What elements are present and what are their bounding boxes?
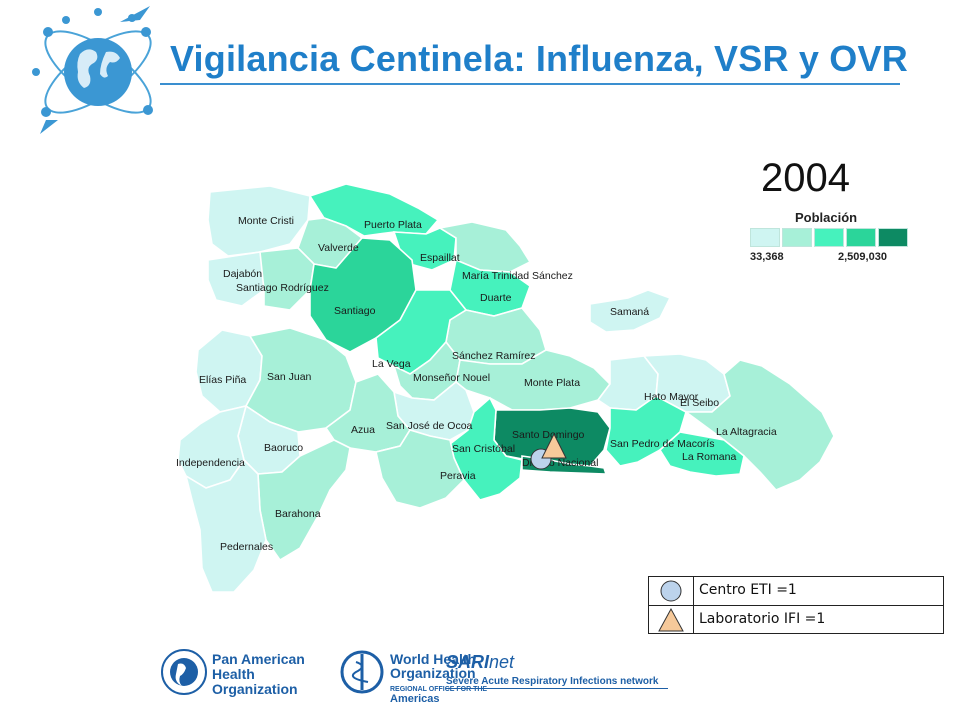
site-legend: Centro ETI =1 Laboratorio IFI =1	[648, 576, 944, 634]
triangle-icon	[658, 607, 684, 632]
who-emblem-icon	[340, 650, 384, 694]
site-legend-ifi-label: Laboratorio IFI =1	[699, 611, 826, 627]
province-label-santo-domingo: Santo Domingo	[512, 429, 585, 441]
province-label-el-seibo: El Seibo	[680, 397, 719, 409]
province-label-santiago-rodriguez: Santiago Rodríguez	[236, 282, 329, 294]
province-label-dajabon: Dajabón	[223, 268, 262, 280]
province-label-valverde: Valverde	[318, 242, 359, 254]
legend-bin-2	[782, 228, 812, 247]
paho-name: Pan American Health Organization	[212, 651, 305, 697]
footer-logos: Pan American Health Organization World H…	[160, 646, 680, 706]
province-label-la-romana: La Romana	[682, 451, 736, 463]
province-la-romana	[658, 431, 745, 477]
province-la-altagracia	[683, 359, 835, 491]
page-title: Vigilancia Centinela: Influenza, VSR y O…	[170, 38, 908, 79]
site-legend-row-ifi: Laboratorio IFI =1	[649, 605, 943, 634]
province-label-san-pedro-de-macoris: San Pedro de Macorís	[610, 438, 714, 450]
province-label-azua: Azua	[351, 424, 375, 436]
province-label-puerto-plata: Puerto Plata	[364, 219, 422, 231]
province-label-barahona: Barahona	[275, 508, 321, 520]
sarinet-name: SARInet	[446, 652, 515, 672]
legend-min-value: 33,368	[750, 251, 784, 263]
province-label-pedernales: Pedernales	[220, 541, 273, 553]
sarinet-subtitle: Severe Acute Respiratory Infections netw…	[446, 676, 659, 687]
site-legend-row-eti: Centro ETI =1	[649, 577, 943, 605]
province-label-monte-cristi: Monte Cristi	[238, 215, 294, 227]
province-label-maria-trinidad-sanchez: María Trinidad Sánchez	[462, 270, 573, 282]
province-samana	[589, 289, 672, 333]
province-label-elias-pina: Elías Piña	[199, 374, 246, 386]
legend-bin-4	[846, 228, 876, 247]
province-monte-cristi	[207, 185, 311, 257]
province-label-monte-plata: Monte Plata	[524, 377, 580, 389]
province-label-san-juan: San Juan	[267, 371, 312, 383]
province-label-santiago: Santiago	[334, 305, 376, 317]
circle-icon	[660, 580, 682, 602]
province-label-monsenor-nouel: Monseñor Nouel	[413, 372, 490, 384]
who-regional: REGIONAL OFFICE FOR THE Americas	[390, 686, 488, 705]
sarinet-underline	[446, 688, 668, 689]
province-label-sanchez-ramirez: Sánchez Ramírez	[452, 350, 535, 362]
province-label-la-altagracia: La Altagracia	[716, 426, 777, 438]
province-label-samana: Samaná	[610, 306, 649, 318]
province-santiago-rodriguez	[259, 247, 315, 311]
dominican-republic-map: Monte Cristi Puerto Plata Valverde Espailla…	[176, 183, 835, 593]
province-label-la-vega: La Vega	[372, 358, 411, 370]
legend-color-scale	[750, 228, 910, 247]
province-label-peravia: Peravia	[440, 470, 476, 482]
map-year: 2004	[761, 156, 850, 200]
legend-bin-1	[750, 228, 780, 247]
who-name: World Health Organization	[390, 651, 477, 681]
site-legend-eti-label: Centro ETI =1	[699, 582, 797, 598]
province-label-espaillat: Espaillat	[420, 252, 460, 264]
surveillance-globe-logo	[28, 2, 168, 142]
province-label-hato-mayor: Hato Mayor	[644, 391, 699, 403]
legend-bin-5	[878, 228, 908, 247]
ifi-lab-marker	[541, 432, 567, 459]
province-maria-trinidad-sanchez	[437, 221, 532, 273]
paho-logo	[161, 649, 207, 695]
province-label-san-jose-de-ocoa: San José de Ocoa	[386, 420, 473, 432]
legend-bin-3	[814, 228, 844, 247]
province-label-independencia: Independencia	[176, 457, 245, 469]
legend-title: Población	[795, 210, 858, 225]
province-peravia	[375, 429, 465, 509]
province-label-san-cristobal: San Cristóbal	[452, 443, 515, 455]
legend-max-value: 2,509,030	[838, 251, 887, 263]
title-underline	[160, 83, 900, 85]
province-label-baoruco: Baoruco	[264, 442, 303, 454]
province-la-vega	[375, 289, 468, 375]
province-label-duarte: Duarte	[480, 292, 512, 304]
province-pedernales	[184, 458, 267, 593]
